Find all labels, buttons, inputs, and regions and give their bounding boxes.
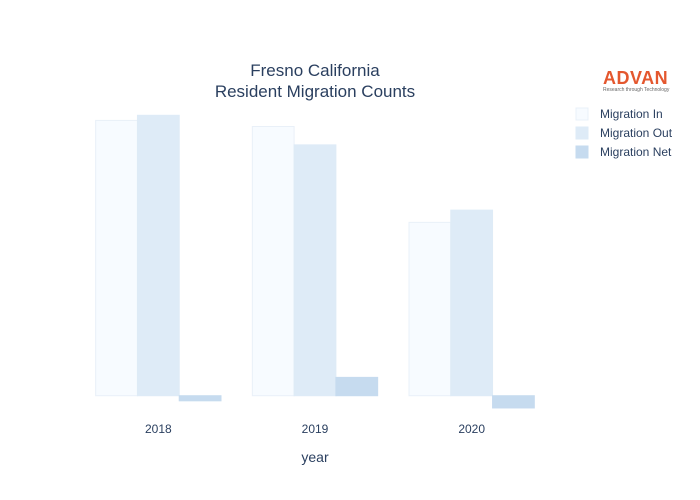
legend-swatch <box>575 145 589 159</box>
bar-migration-net-2019[interactable] <box>335 376 379 397</box>
bar-migration-in-2018[interactable] <box>95 119 138 397</box>
bar-migration-out-2019[interactable] <box>293 144 337 397</box>
bars-layer <box>95 114 535 409</box>
x-tick-labels: 2018 2019 2020 <box>145 422 485 436</box>
bar-migration-in-2019[interactable] <box>251 126 295 397</box>
advan-logo: ADVAN Research through Technology <box>603 68 670 93</box>
bar-migration-out-2020[interactable] <box>450 209 494 397</box>
legend-item-migration-out[interactable]: Migration Out <box>575 126 673 140</box>
bar-migration-out-2018[interactable] <box>136 114 180 397</box>
legend-label: Migration Out <box>600 126 673 140</box>
legend-swatch <box>575 107 589 121</box>
bar-migration-net-2018[interactable] <box>178 395 222 402</box>
chart-title-line-2: Resident Migration Counts <box>215 82 415 101</box>
logo-tagline: Research through Technology <box>603 87 670 93</box>
legend-label: Migration Net <box>600 145 672 159</box>
legend-item-migration-in[interactable]: Migration In <box>575 107 663 121</box>
x-axis-title: year <box>301 449 329 465</box>
legend-item-migration-net[interactable]: Migration Net <box>575 145 672 159</box>
legend-swatch <box>575 126 589 140</box>
legend: Migration In Migration Out Migration Net <box>575 107 673 159</box>
chart-title-line-1: Fresno California <box>250 61 380 80</box>
legend-label: Migration In <box>600 107 663 121</box>
x-tick-label: 2020 <box>458 422 485 436</box>
bar-migration-in-2020[interactable] <box>408 221 452 397</box>
x-tick-label: 2018 <box>145 422 172 436</box>
chart-title: Fresno California Resident Migration Cou… <box>215 61 415 101</box>
bar-migration-net-2020[interactable] <box>492 395 535 409</box>
x-tick-label: 2019 <box>302 422 329 436</box>
logo-wordmark: ADVAN <box>603 68 668 88</box>
